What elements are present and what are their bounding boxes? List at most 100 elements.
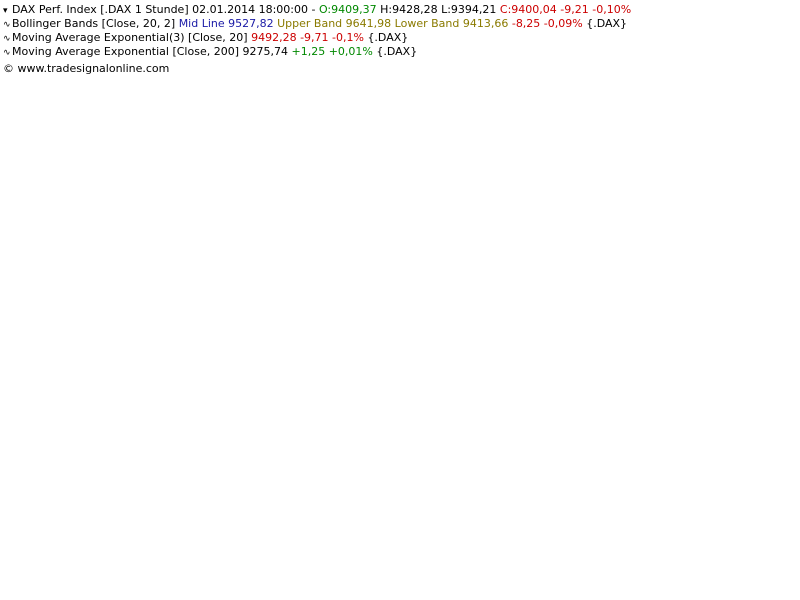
chart-frame	[0, 0, 800, 523]
candle-body	[572, 113, 577, 141]
bb-upper: Upper Band 9641,98	[277, 17, 392, 30]
x-tick-label: 2014	[606, 587, 634, 600]
fib-right-label: 61,80% - 9532,68	[420, 138, 518, 151]
fib-right-label: 0,00% - 9392,31	[420, 213, 511, 226]
candle-body	[583, 161, 589, 173]
fib-left-label: 0,00% - 8984,34	[3, 431, 94, 444]
header-title: DAX Perf. Index [.DAX 1 Stunde] 02.01.20…	[12, 3, 319, 16]
candle-body	[464, 182, 470, 189]
candle-body	[300, 353, 305, 363]
candle-body	[272, 343, 277, 350]
candle-body	[396, 262, 402, 278]
candle-body	[243, 420, 249, 435]
ema20-label: Moving Average Exponential(3) [Close, 20…	[12, 31, 248, 44]
candle-body	[311, 359, 317, 366]
bollinger-band	[7, 73, 621, 468]
candle-body	[538, 113, 543, 123]
candle-body	[323, 364, 328, 382]
indicator-icon: ∿	[3, 34, 11, 44]
x-tick-label: 18	[364, 587, 378, 600]
candle-body	[368, 278, 373, 337]
y-tick-label: 9700	[760, 54, 788, 67]
candle-body	[328, 353, 334, 366]
chart-type-icon: ▾	[3, 6, 8, 16]
candle-body	[113, 359, 118, 377]
candle-body	[600, 166, 606, 179]
y-tick-label: 9100	[760, 375, 788, 388]
trend-line	[268, 17, 564, 350]
trend-line	[98, 337, 235, 430]
candle-body	[28, 353, 33, 361]
candle-body	[34, 348, 39, 355]
trend-line	[0, 233, 88, 256]
y-tick-label: 9000	[760, 428, 788, 441]
candle-body	[317, 364, 322, 382]
candle-body	[96, 318, 101, 326]
x-tick-label: 30	[590, 587, 604, 600]
fib-right-label: 50,00% - 9505,88	[420, 152, 518, 165]
y-tick-label: 9200	[760, 321, 788, 334]
ema20-sym: {.DAX}	[367, 31, 409, 44]
dix-line	[7, 514, 621, 574]
candle-body	[544, 118, 549, 123]
y-tick-label: 9500	[760, 161, 788, 174]
candle-body	[102, 324, 107, 334]
header-low: L:9394,21	[441, 3, 497, 16]
fib-left-label: 100,00% - 9426,15	[3, 195, 108, 208]
candle-body	[413, 225, 419, 238]
bb-change: -8,25 -0,09%	[511, 17, 583, 30]
y-tick-label: 8900	[760, 482, 788, 495]
candle-body	[487, 145, 492, 163]
candle-body	[73, 318, 79, 323]
candle-body	[181, 423, 186, 435]
fib-mid-label: 0,00% - 9618,58	[120, 92, 211, 105]
candle-body	[402, 246, 407, 264]
candle-body	[362, 332, 368, 337]
x-tick-label: 11	[137, 587, 151, 600]
disparity-index-panel: ∿Disparity Index [Close, 200, Nein] 1,42…	[0, 514, 778, 589]
candle-body	[612, 198, 617, 216]
bollinger-legend[interactable]: ∿Bollinger Bands [Close, 20, 2] Mid Line…	[3, 17, 627, 32]
candle-body	[68, 321, 73, 326]
candle-body	[170, 412, 175, 430]
ema200-legend[interactable]: ∿Moving Average Exponential [Close, 200]…	[3, 45, 417, 60]
candle-body	[289, 359, 294, 366]
candle-body	[430, 225, 436, 230]
candle-body	[164, 428, 169, 435]
ema20-legend[interactable]: ∿Moving Average Exponential(3) [Close, 2…	[3, 31, 408, 46]
candle-body	[56, 318, 62, 328]
fib-right-label: 38,20% - 9479,07	[420, 166, 518, 179]
header-open: O:9409,37	[318, 3, 377, 16]
ema20-line	[7, 141, 621, 415]
candle-body	[51, 316, 56, 328]
candle-body	[391, 276, 396, 291]
bb-mid: Mid Line 9527,82	[178, 17, 274, 30]
candle-body	[532, 113, 538, 120]
header-high: H:9428,28	[380, 3, 438, 16]
x-tick-label: 20	[454, 587, 468, 600]
candle-body	[306, 353, 311, 361]
fibonacci-levels: 138,20% - 9594,93 100,00% - 9426,15 61,80%…	[0, 91, 752, 444]
candle-body	[442, 204, 447, 216]
price-axis: XXP 8900 9000 9100 9200 9300 9400 9500 9600 9700	[752, 2, 788, 495]
candle-body	[45, 316, 50, 334]
candle-body	[90, 313, 96, 320]
moving-averages	[7, 141, 621, 415]
candle-body	[549, 115, 555, 120]
candle-body	[232, 428, 237, 438]
header-change: -9,21	[560, 3, 589, 16]
candle-body	[510, 121, 515, 131]
dix-min-label: -3,19	[14, 575, 42, 588]
x-tick-label: 6	[5, 587, 12, 600]
copyright: © www.tradesignalonline.com	[3, 62, 170, 75]
candle-body	[476, 169, 481, 179]
ema20-vals: 9492,28 -9,71 -0,1%	[251, 31, 364, 44]
fib-left-label: 138,20% - 9594,93	[3, 104, 108, 117]
candle-body	[85, 313, 90, 323]
candle-body	[555, 113, 560, 117]
candle-body	[351, 337, 356, 342]
candle-body	[493, 139, 498, 147]
candle-body	[515, 118, 521, 123]
candle-body	[566, 110, 572, 115]
